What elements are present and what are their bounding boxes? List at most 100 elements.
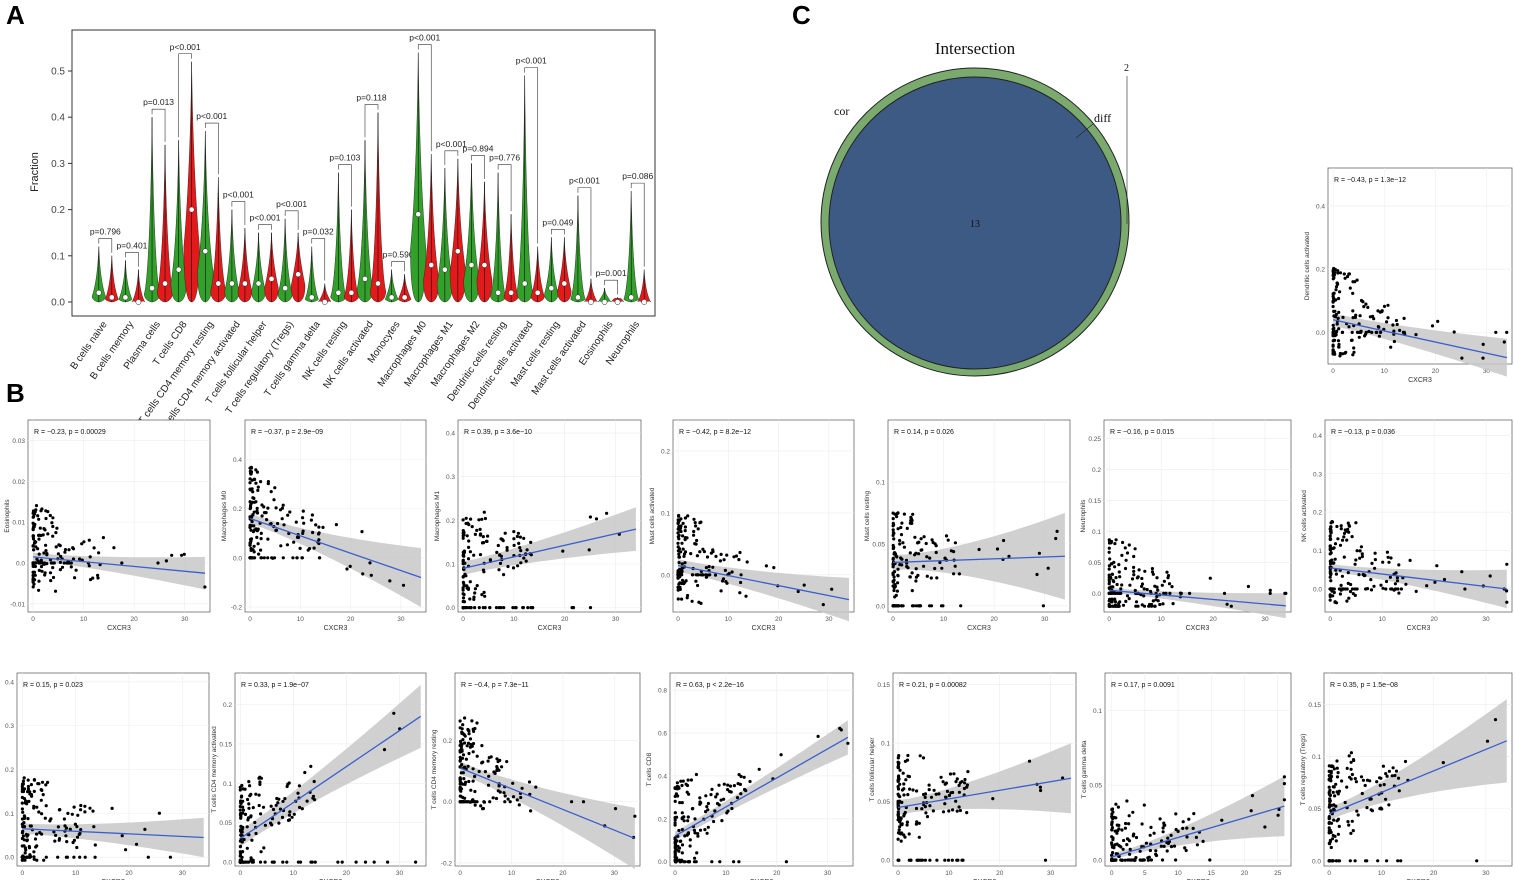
data-point <box>923 858 928 862</box>
data-point <box>682 819 686 823</box>
significance-bracket <box>231 201 246 226</box>
data-point <box>470 719 474 723</box>
data-point <box>1153 604 1157 608</box>
regression-line <box>459 767 636 840</box>
data-point <box>1346 571 1350 575</box>
data-point <box>1113 565 1117 569</box>
correlation-label: R = −0.4, p = 7.3e−11 <box>461 682 529 689</box>
data-point <box>249 856 253 860</box>
data-point <box>1357 335 1361 339</box>
data-point <box>26 787 30 791</box>
x-tick-label: 25 <box>1274 870 1282 877</box>
data-point <box>896 799 900 804</box>
y-tick-label: 0.05 <box>219 820 232 827</box>
x-tick-label: 10 <box>510 616 518 623</box>
data-point <box>463 606 468 610</box>
data-point <box>467 606 472 610</box>
data-point <box>93 855 97 859</box>
data-point <box>1133 547 1137 551</box>
data-point <box>696 834 700 838</box>
data-point <box>1337 296 1341 301</box>
data-point <box>1328 548 1332 552</box>
data-point <box>462 550 466 554</box>
data-point <box>902 787 906 791</box>
data-point <box>1433 580 1437 584</box>
data-point <box>1331 296 1336 301</box>
data-point <box>502 573 506 577</box>
data-point <box>251 530 256 534</box>
data-point <box>482 570 486 574</box>
data-point <box>401 583 406 587</box>
data-point <box>1128 852 1132 856</box>
data-point <box>301 516 305 520</box>
data-point <box>1107 550 1111 554</box>
data-point <box>40 832 44 836</box>
data-point <box>1369 578 1373 582</box>
data-point <box>1113 542 1117 546</box>
data-point <box>253 820 257 825</box>
x-tick-label: 30 <box>1483 368 1491 375</box>
data-point <box>1122 838 1126 843</box>
data-point <box>67 561 72 565</box>
data-point <box>276 521 280 526</box>
data-point <box>953 541 958 545</box>
data-point <box>912 604 916 608</box>
data-point <box>674 860 678 864</box>
data-point <box>896 775 901 779</box>
data-point <box>1343 800 1347 805</box>
data-point <box>475 754 479 758</box>
data-point <box>1170 585 1174 589</box>
data-point <box>241 811 245 815</box>
x-tick-label: 20 <box>131 616 139 623</box>
data-point <box>1338 290 1342 294</box>
data-point <box>477 518 481 522</box>
data-point <box>1362 305 1366 309</box>
data-point <box>258 782 262 787</box>
data-point <box>272 860 276 864</box>
y-tick-label: 0.4 <box>1316 203 1325 210</box>
data-point <box>906 753 910 758</box>
data-point <box>955 809 959 813</box>
data-point <box>472 595 476 599</box>
data-point <box>698 796 702 800</box>
data-point <box>1350 535 1354 539</box>
data-point <box>1334 782 1338 786</box>
data-point <box>911 512 915 516</box>
y-tick-label: 0.4 <box>233 457 242 464</box>
data-point <box>1155 594 1159 599</box>
data-point <box>1107 564 1111 568</box>
data-point <box>245 846 249 850</box>
data-point <box>92 546 96 550</box>
data-point <box>248 556 252 560</box>
data-point <box>1208 576 1212 580</box>
data-point <box>239 816 243 820</box>
data-point <box>248 794 252 798</box>
data-point <box>897 754 901 758</box>
data-point <box>1142 594 1146 598</box>
data-point <box>512 530 516 534</box>
confidence-band <box>1330 563 1507 609</box>
data-point <box>681 521 685 526</box>
p-value-label: p=0.001 <box>596 268 627 278</box>
data-point <box>678 526 683 530</box>
x-tick-label: 10 <box>290 870 298 877</box>
data-point <box>1339 527 1343 531</box>
data-point <box>757 767 761 771</box>
data-point <box>458 782 462 786</box>
data-point <box>516 531 521 535</box>
data-point <box>288 810 292 814</box>
data-point <box>1115 831 1119 835</box>
y-tick-label: 0.5 <box>51 67 65 78</box>
data-point <box>902 512 907 516</box>
data-point <box>1327 826 1331 830</box>
data-point <box>1115 582 1119 587</box>
panel-label-b: B <box>6 378 25 408</box>
data-point <box>744 594 748 598</box>
venn-label-diff: diff <box>1094 111 1111 125</box>
data-point <box>896 567 900 571</box>
data-point <box>1340 330 1344 334</box>
data-point <box>39 788 43 792</box>
y-tick-label: 0.2 <box>1092 467 1101 474</box>
data-point <box>925 815 930 819</box>
data-point <box>287 818 292 822</box>
